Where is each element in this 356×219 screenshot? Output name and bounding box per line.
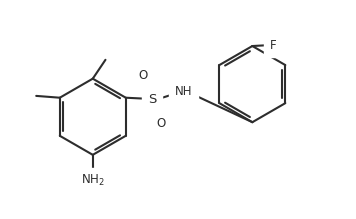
Text: S: S — [148, 93, 156, 106]
Text: NH$_2$: NH$_2$ — [81, 173, 105, 189]
Text: F: F — [270, 39, 276, 52]
Text: NH: NH — [175, 85, 193, 98]
Text: O: O — [156, 117, 165, 130]
Text: O: O — [138, 69, 148, 82]
